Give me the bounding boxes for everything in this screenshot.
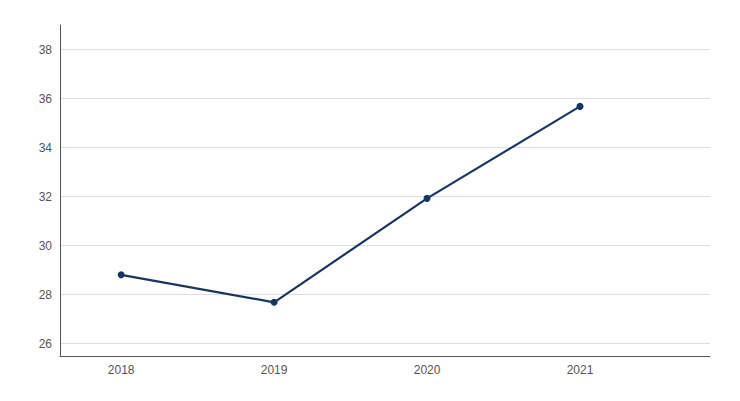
- svg-text:26: 26: [39, 337, 53, 351]
- svg-text:2019: 2019: [261, 363, 288, 377]
- svg-text:28: 28: [39, 288, 53, 302]
- svg-text:30: 30: [39, 239, 53, 253]
- svg-text:38: 38: [39, 43, 53, 57]
- svg-text:32: 32: [39, 190, 53, 204]
- svg-text:2018: 2018: [108, 363, 135, 377]
- svg-text:34: 34: [39, 141, 53, 155]
- svg-text:36: 36: [39, 92, 53, 106]
- svg-text:2020: 2020: [414, 363, 441, 377]
- svg-text:2021: 2021: [567, 363, 594, 377]
